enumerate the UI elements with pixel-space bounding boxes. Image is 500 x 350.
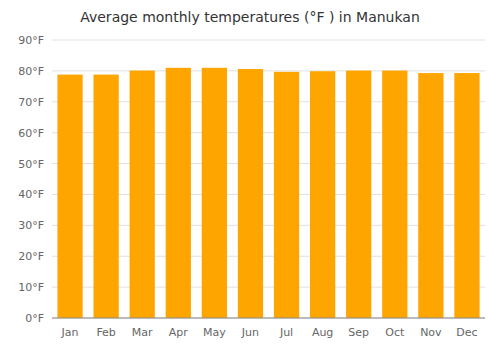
x-tick-label: Jan (61, 326, 79, 339)
x-axis-line (52, 318, 485, 319)
x-tick-label: Dec (456, 326, 477, 339)
bars (57, 68, 479, 318)
bar (93, 75, 118, 318)
x-tick-label: Oct (385, 326, 405, 339)
grid-line (52, 40, 485, 41)
y-tick-label: 40°F (18, 188, 44, 201)
x-tick-label: Jul (279, 326, 293, 339)
bar (202, 68, 227, 318)
y-tick-label: 60°F (18, 127, 44, 140)
chart-container: Average monthly temperatures (°F ) in Ma… (0, 0, 500, 350)
x-tick-label: Apr (169, 326, 189, 339)
bar (238, 69, 263, 318)
x-tick-label: May (203, 326, 226, 339)
y-tick-label: 0°F (25, 312, 44, 325)
grid-line (52, 318, 485, 319)
y-tick-label: 90°F (18, 34, 44, 47)
x-tick-label: Jun (241, 326, 259, 339)
x-tick-label: Nov (420, 326, 442, 339)
x-tick-label: Feb (96, 326, 115, 339)
bar (454, 73, 479, 318)
y-tick-label: 30°F (18, 219, 44, 232)
y-tick-label: 50°F (18, 158, 44, 171)
bar (310, 71, 335, 318)
bar (57, 75, 82, 318)
y-tick-label: 70°F (18, 96, 44, 109)
bar (382, 71, 407, 318)
y-tick-label: 10°F (18, 281, 44, 294)
bar (346, 71, 371, 318)
bar (274, 72, 299, 318)
x-tick-label: Sep (348, 326, 369, 339)
grid (52, 40, 485, 318)
grid-line (52, 70, 485, 71)
bar (130, 71, 155, 318)
chart: Average monthly temperatures (°F ) in Ma… (0, 0, 500, 350)
x-tick-label: Mar (132, 326, 153, 339)
y-tick-label: 20°F (18, 250, 44, 263)
title: Average monthly temperatures (°F ) in Ma… (80, 9, 420, 25)
bar (166, 68, 191, 318)
bar (418, 73, 443, 318)
x-tick-label: Aug (312, 326, 333, 339)
y-tick-label: 80°F (18, 65, 44, 78)
